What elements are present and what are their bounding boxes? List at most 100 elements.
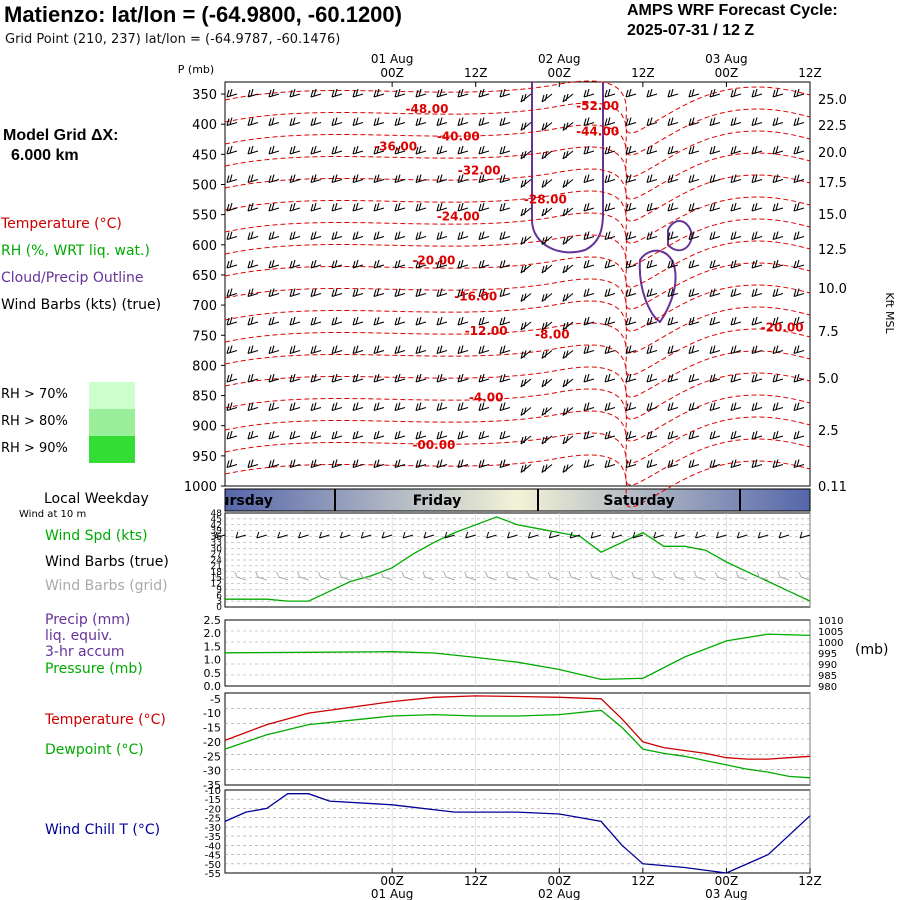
wind-barb: [310, 117, 322, 127]
wind-barb: [730, 145, 742, 155]
grid-wind-barb: [234, 571, 247, 581]
wind-barb: [667, 316, 679, 326]
wind-barb: [478, 430, 490, 440]
bottom-date-label: 03 Aug: [705, 887, 748, 900]
wind-barb: [709, 145, 721, 155]
top-date-label: 02 Aug: [538, 52, 581, 66]
rh-legend-90: RH > 90%: [1, 441, 68, 456]
wind-barb: [688, 202, 700, 212]
wind-barb: [373, 202, 385, 212]
wind-barb: [646, 174, 658, 184]
wind-barb: [625, 316, 637, 326]
height-tick-label: 15.0: [818, 208, 847, 223]
chill-ytick: -15: [205, 795, 221, 806]
wind-barb: [667, 402, 679, 412]
wind-barb: [226, 231, 238, 241]
page-title: Matienzo: lat/lon = (-64.9800, -60.1200): [4, 2, 402, 27]
wind-barb: [541, 350, 553, 359]
cloud-outline-upper: [531, 82, 605, 254]
wind-barb: [457, 288, 469, 298]
isotherms: [224, 80, 811, 508]
wind-barb: [646, 316, 658, 326]
wind-barb: [247, 345, 259, 355]
wind-barb: [793, 402, 805, 412]
isotherm-label: -20.00: [412, 253, 455, 267]
wind-barb: [373, 145, 385, 155]
wind-barb: [611, 531, 623, 539]
grid-wind-barb: [443, 571, 455, 581]
top-time-tick: 00Z: [380, 66, 404, 80]
wind-barb: [457, 259, 469, 269]
pressure-tick-label: 500: [192, 179, 217, 194]
weekday-label: Saturday: [603, 493, 674, 509]
wind-barb: [507, 531, 518, 539]
precip-ytick: 2.5: [204, 614, 222, 627]
wind-barb: [394, 231, 406, 241]
wind-barb: [352, 316, 364, 326]
wind-barb: [247, 88, 259, 98]
grid-wind-barb: [589, 571, 602, 581]
precip-ytick: 0.5: [204, 667, 222, 680]
wind-barb: [373, 88, 385, 98]
wind-barb: [289, 117, 301, 127]
wind-barb: [478, 231, 490, 241]
wind-barb: [541, 407, 553, 416]
wind-barb: [730, 430, 742, 440]
wind-ytick: 33: [211, 538, 222, 548]
wind-barb: [394, 88, 406, 98]
wind-barb: [415, 316, 427, 326]
wind-barb: [541, 179, 553, 188]
wind-barb: [751, 117, 763, 127]
wind-barb: [541, 207, 553, 217]
wind-barb: [436, 402, 448, 412]
wind-barb: [688, 231, 700, 241]
isotherm-line: [224, 256, 811, 310]
wind-barb: [457, 174, 469, 184]
wind-barb: [226, 259, 238, 269]
temp-ytick: -5: [210, 693, 221, 706]
wind-barb: [646, 288, 658, 298]
wind-barb: [520, 435, 532, 445]
wind-barb: [730, 259, 742, 269]
wind-barb: [604, 259, 616, 269]
wind-barb: [331, 231, 343, 241]
wind-barb: [499, 402, 511, 412]
height-tick-label: 17.5: [818, 176, 847, 191]
top-time-tick: 12Z: [631, 66, 655, 80]
wind-barb: [667, 288, 679, 298]
weekday-bar: [224, 488, 811, 512]
wind-barb: [793, 288, 805, 298]
wind-barb: [772, 259, 784, 269]
wind-barb: [352, 373, 364, 383]
wind-barb: [436, 430, 448, 440]
wind-barb: [772, 174, 784, 184]
wind-barb: [352, 288, 364, 298]
wind-barb: [562, 236, 574, 245]
grid-wind-barb: [422, 571, 435, 581]
rh-legend-80: RH > 80%: [1, 414, 68, 429]
height-tick-label: 25.0: [818, 93, 847, 108]
wind-barb: [520, 122, 532, 131]
cross-section-wind-barbs: [226, 88, 805, 473]
pressure-tick-label: 600: [192, 239, 217, 254]
isotherm-line: [224, 80, 811, 134]
wind-barb: [352, 402, 364, 412]
wind-barb: [562, 150, 574, 160]
wind-barb: [298, 531, 309, 539]
pressure-ytick: 980: [818, 682, 837, 693]
wind-barb: [604, 402, 616, 412]
wind-barb: [688, 316, 700, 326]
wind-barb: [541, 122, 553, 131]
wind-ytick: 15: [211, 574, 222, 584]
pressure-ytick: 990: [818, 660, 837, 671]
wind-barb: [667, 373, 679, 383]
precip-ytick: 1.0: [204, 654, 222, 667]
forecast-cycle-value: 2025-07-31 / 12 Z: [627, 22, 755, 39]
dewpoint-label: Dewpoint (°C): [45, 742, 144, 758]
wind-barb: [331, 459, 343, 469]
isotherm-label: -24.00: [437, 209, 480, 223]
wind-barb: [646, 259, 658, 269]
wind-barb: [352, 459, 364, 469]
wind-barb: [646, 430, 658, 440]
wind-barb: [541, 236, 553, 245]
